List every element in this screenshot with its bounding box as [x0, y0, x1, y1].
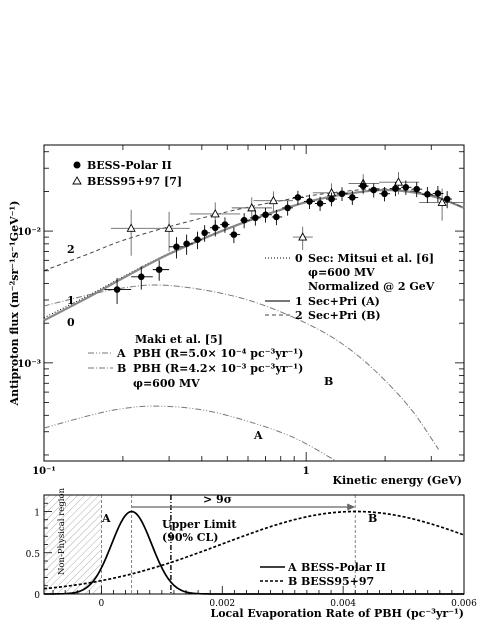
bess-polar-point [402, 183, 410, 191]
pbh-legend-id-b: B [117, 362, 126, 375]
bess-polar-point [113, 286, 121, 293]
top-plot-frame [43, 144, 465, 462]
bess-polar-point [262, 211, 269, 219]
bottom-curve-label-a: A [101, 512, 111, 525]
bottom-legend-text-b: BESS95+97 [301, 575, 374, 588]
bess-polar-point [306, 198, 313, 205]
bottom-plot-frame [43, 494, 465, 595]
bess-polar-point [137, 273, 145, 281]
bess-polar-point [201, 229, 208, 237]
bess95-point [247, 202, 257, 212]
curve-label-b: B [324, 375, 333, 388]
bess-polar-point [240, 216, 248, 224]
bess95-point [437, 197, 447, 206]
legend-label-bess95: BESS95+97 [7] [87, 175, 182, 188]
bottom-x-tick-label: 0.004 [330, 599, 356, 609]
pbh-legend-title: Maki et al. [5] [135, 333, 223, 346]
legend-id-1: 1 [295, 295, 303, 308]
bess-polar-point [284, 204, 291, 212]
pbh-legend-id-a: A [116, 347, 126, 360]
legend-text-1: Sec+Pri (A) [308, 295, 380, 308]
curve-label-a: A [253, 429, 263, 442]
bess95-point [164, 223, 174, 232]
top-chart: 10⁻¹ 1 10⁻³ 10⁻² Antiproton flux (m⁻²sr⁻¹s⁻… [8, 144, 465, 487]
legend-text-0-phi: φ=600 MV [308, 266, 375, 279]
bess95-point [210, 208, 220, 218]
bess-polar-point [443, 195, 451, 203]
legend-text-0: Sec: Mitsui et al. [6] [308, 252, 434, 265]
legend-marker-bess-polar [73, 161, 81, 169]
top-y-tick-label: 10⁻² [17, 227, 41, 238]
bottom-x-tick-label: 0.002 [209, 599, 235, 609]
bottom-legend-id-b: B [288, 575, 297, 588]
bess-polar-point [413, 185, 420, 193]
legend-marker-bess95 [72, 176, 82, 185]
legend-id-0: 0 [295, 252, 303, 265]
bess-polar-point [230, 231, 238, 238]
bess-polar-point [155, 266, 163, 273]
bess-polar-point [328, 195, 335, 203]
bottom-curve-label-b: B [368, 512, 377, 525]
bess95-point [393, 177, 404, 186]
legend-text-2: Sec+Pri (B) [308, 309, 381, 322]
bess-polar-point [434, 190, 442, 197]
bottom-y-tick-label: 0 [34, 591, 40, 601]
top-x-tick-label: 1 [303, 466, 310, 477]
bess-polar-point [381, 190, 388, 198]
bottom-xlabel: Local Evaporation Rate of PBH (pc⁻³yr⁻¹) [210, 607, 464, 620]
bottom-y-tick-label: 1 [34, 509, 40, 519]
bottom-legend-id-a: A [287, 561, 297, 574]
top-x-tick-label: 10⁻¹ [32, 466, 56, 477]
pbh-legend-text-a: PBH (R=5.0× 10⁻⁴ pc⁻³yr⁻¹) [133, 347, 303, 360]
bess-polar-point [194, 236, 201, 244]
bess95-point [298, 232, 308, 241]
top-xlabel: Kinetic energy (GeV) [332, 474, 462, 487]
curve-label-1: 1 [67, 294, 75, 307]
bess95-point [268, 195, 278, 205]
bess-polar-point [338, 190, 346, 198]
upper-limit-cl: (90% CL) [162, 531, 219, 544]
pbh-legend-text-b: PBH (R=4.2× 10⁻³ pc⁻³yr⁻¹) [133, 362, 303, 375]
arrow-label: > 9σ [203, 493, 232, 506]
bess-polar-point [211, 224, 219, 232]
curve-cA [43, 405, 337, 462]
nonphysical-label: Non-Physical region [57, 487, 67, 575]
bottom-chart: 0 0.002 0.004 0.006 0 0.5 1 Non-Physical regio… [26, 487, 477, 620]
top-ylabel: Antiproton flux (m⁻²sr⁻¹s⁻¹GeV⁻¹) [8, 201, 21, 407]
bess-polar-point [173, 243, 180, 251]
curve-label-2: 2 [67, 243, 75, 256]
bess-polar-point [252, 214, 259, 222]
bess95-point [126, 223, 136, 232]
sigma-arrow-head [347, 503, 356, 511]
legend-label-bess-polar: BESS-Polar II [87, 159, 172, 172]
bess-polar-point [359, 182, 367, 190]
legend-id-2: 2 [295, 309, 303, 322]
upper-limit-label: Upper Limit [162, 518, 237, 531]
bess-polar-point [294, 194, 302, 201]
curve-c2 [43, 188, 465, 272]
bottom-y-tick-label: 0.5 [26, 550, 41, 560]
bottom-x-tick-label: 0.006 [451, 599, 477, 609]
bottom-x-tick-label: 0 [99, 599, 105, 609]
bottom-curve-b [43, 510, 465, 590]
bess-polar-point [316, 200, 324, 207]
top-y-tick-label: 10⁻³ [17, 359, 41, 370]
bess-polar-point [349, 194, 356, 201]
legend-text-0-norm: Normalized @ 2 GeV [308, 280, 435, 293]
bess-polar-point [183, 240, 190, 248]
bess-polar-point [221, 221, 229, 228]
bess-polar-point [392, 185, 399, 192]
bess-polar-point [424, 191, 431, 198]
bess-polar-point [370, 186, 378, 194]
bess-polar-point [273, 213, 280, 221]
curve-label-0: 0 [67, 316, 75, 329]
pbh-legend-phi: φ=600 MV [133, 377, 200, 390]
bottom-legend-text-a: BESS-Polar II [301, 561, 386, 574]
nonphysical-region [44, 495, 102, 594]
